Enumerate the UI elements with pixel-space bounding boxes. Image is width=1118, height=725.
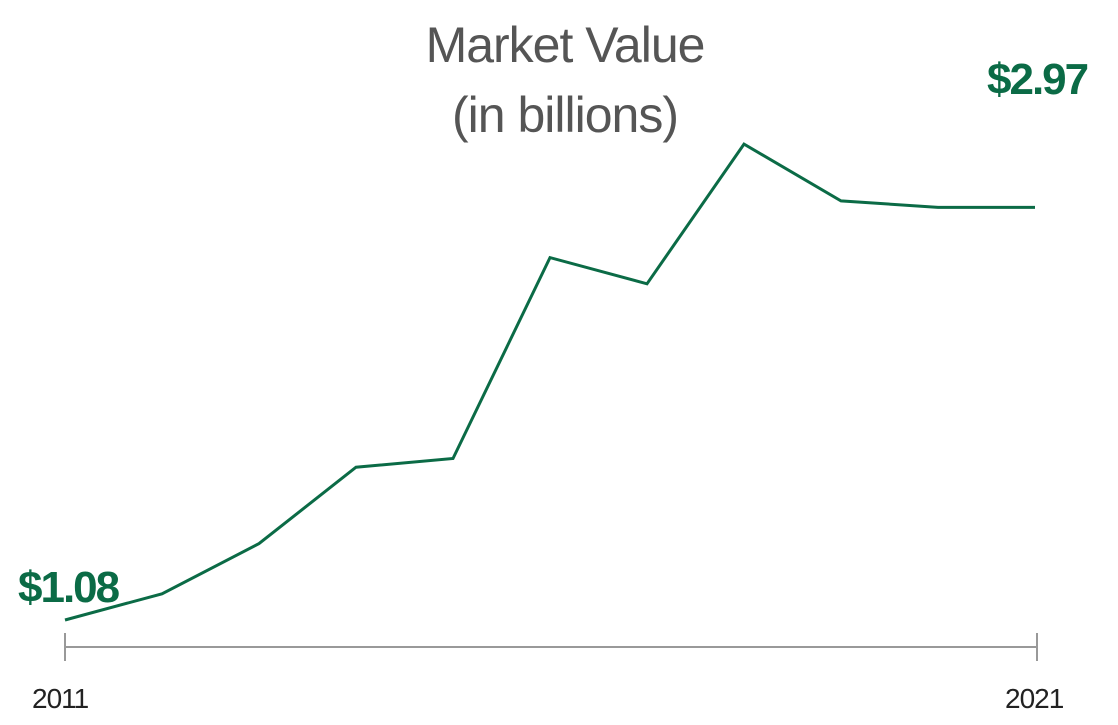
start-year-label: 2011 <box>32 683 89 714</box>
end-year-label: 2021 <box>1005 683 1064 714</box>
series-line <box>64 142 1035 622</box>
chart-title: Market Value <box>425 17 706 73</box>
chart-subtitle: (in billions) <box>452 87 679 143</box>
start-value-label: $1.08 <box>18 563 120 612</box>
end-value-label: $2.97 <box>987 55 1088 104</box>
